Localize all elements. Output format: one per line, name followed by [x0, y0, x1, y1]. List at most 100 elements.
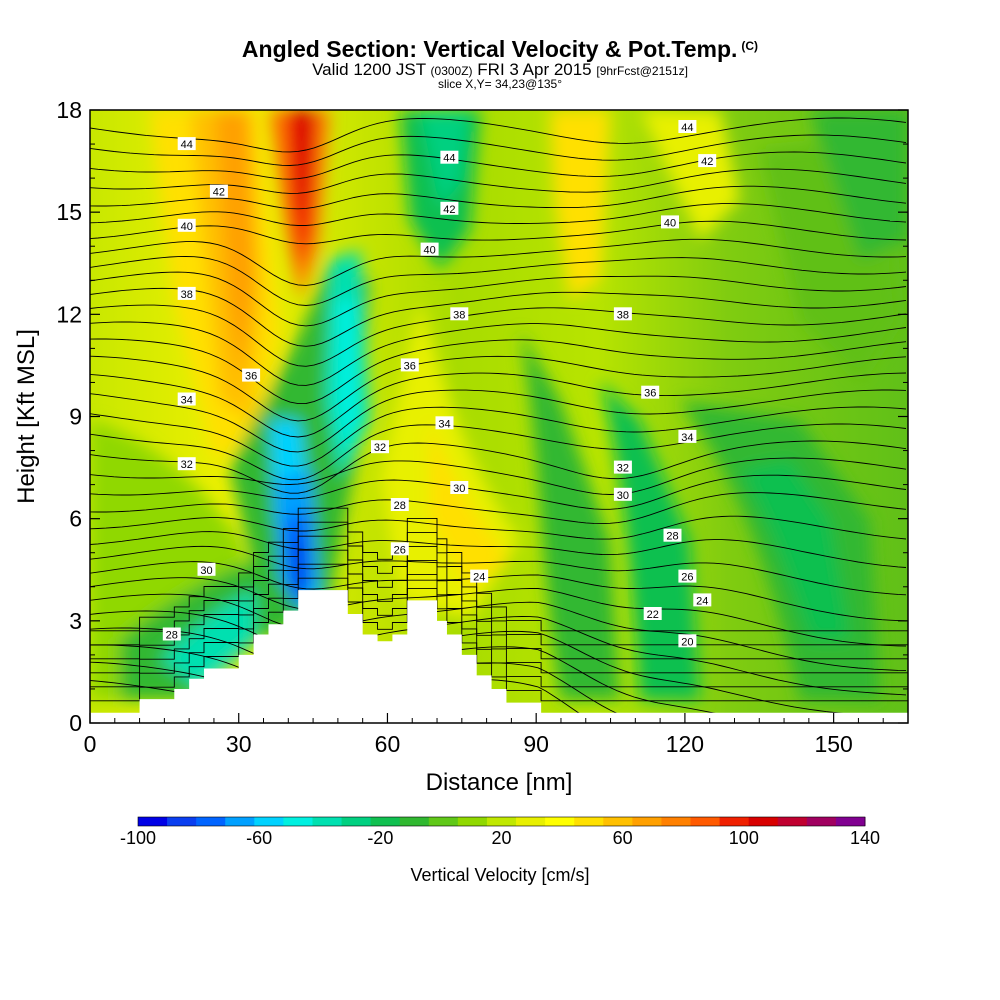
contour-label: 40 [420, 242, 439, 257]
colorbar-swatch [835, 817, 866, 826]
contour-label: 38 [450, 307, 469, 321]
x-tick-label: 0 [84, 731, 97, 757]
svg-text:42: 42 [701, 156, 713, 168]
isentrope-line [90, 355, 907, 422]
x-axis-label: Distance [nm] [426, 769, 573, 796]
colorbar-frame [137, 816, 866, 827]
isentrope-line-lower [90, 507, 908, 632]
isentrope-line-lower [90, 521, 908, 646]
terrain-mask [90, 590, 908, 723]
contour-label: 32 [613, 460, 632, 475]
contour-label: 36 [400, 358, 419, 372]
colorbar-swatch [428, 817, 459, 826]
colorbar-swatch [661, 817, 692, 826]
isentrope-line [90, 593, 907, 672]
svg-text:38: 38 [617, 309, 629, 321]
colorbar-swatch [777, 817, 808, 826]
svg-text:30: 30 [617, 490, 629, 502]
contour-label: 28 [162, 627, 181, 642]
isentrope-line [90, 610, 907, 696]
svg-text:44: 44 [443, 153, 455, 165]
svg-text:44: 44 [181, 139, 193, 151]
colorbar-swatch [690, 817, 721, 826]
contour-label: 40 [177, 218, 196, 233]
colorbar-swatch [370, 817, 401, 826]
isentrope-line [90, 117, 907, 153]
contour-label: 44 [440, 150, 459, 165]
contour-label: 26 [390, 542, 409, 556]
isentrope-line-lower [90, 535, 908, 660]
terrain-shape [90, 590, 908, 723]
x-tick-label: 30 [226, 731, 252, 757]
contour-label: 24 [470, 569, 489, 584]
isentrope-line [90, 287, 907, 347]
contour-label: 24 [693, 593, 712, 607]
isentrope-line [90, 220, 907, 245]
valid-time-line: Valid 1200 JST (0300Z) FRI 3 Apr 2015 [9… [0, 60, 1000, 80]
x-tick-label: 90 [523, 731, 549, 757]
svg-text:30: 30 [453, 483, 465, 495]
colorbar-tick-label: -60 [246, 828, 272, 848]
isentrope-line [90, 271, 907, 327]
isentrope-line [90, 238, 907, 286]
svg-text:36: 36 [404, 360, 416, 372]
x-tick-label: 120 [666, 731, 704, 757]
contour-label: 32 [177, 457, 196, 471]
isentrope-line-lower [90, 549, 908, 674]
colorbar-swatch [457, 817, 488, 826]
y-tick-label: 0 [69, 710, 82, 736]
colorbar: -100 -60 -20 20 60 100 140 Vertical Velocity [c… [120, 816, 880, 885]
contour-label: 20 [678, 634, 697, 648]
valid-zulu: (0300Z) [430, 64, 473, 78]
forecast-info: [9hrFcst@2151z] [596, 64, 688, 78]
svg-text:34: 34 [181, 395, 193, 407]
svg-text:38: 38 [181, 289, 193, 301]
isentrope-line [90, 577, 907, 647]
isentrope-line [90, 338, 907, 405]
colorbar-tick-label: 60 [613, 828, 633, 848]
svg-text:32: 32 [181, 459, 193, 471]
isentrope-line [90, 151, 907, 180]
contour-labels: 4442403836343230284442403836343230282624… [162, 120, 717, 648]
svg-text:44: 44 [681, 122, 693, 134]
svg-text:26: 26 [681, 572, 693, 584]
contour-label: 26 [678, 569, 697, 584]
svg-text:34: 34 [681, 432, 693, 444]
contour-label: 32 [371, 440, 389, 454]
y-tick-label: 18 [56, 97, 82, 123]
colorbar-tick-label: -100 [120, 828, 156, 848]
chart-title: Angled Section: Vertical Velocity & Pot.… [0, 36, 1000, 63]
x-tick-label: 60 [375, 731, 401, 757]
svg-text:28: 28 [166, 630, 178, 642]
colorbar-swatch [574, 817, 604, 826]
colorbar-swatch [719, 817, 750, 826]
isentrope-line [90, 185, 907, 210]
colorbar-swatch [254, 817, 284, 826]
contour-label: 22 [643, 607, 662, 621]
isentrope-line [90, 304, 907, 367]
contour-label: 30 [613, 487, 632, 502]
valid-date: FRI 3 Apr 2015 [477, 60, 592, 79]
svg-text:34: 34 [438, 418, 450, 430]
y-axis-label: Height [Kft MSL] [13, 329, 40, 504]
contour-label: 34 [678, 429, 697, 444]
colorbar-swatch [399, 817, 430, 826]
contour-label: 38 [177, 286, 196, 301]
isentrope-line [90, 545, 907, 596]
isentrope-line [90, 457, 907, 495]
svg-text:30: 30 [200, 565, 212, 577]
svg-text:22: 22 [647, 609, 659, 621]
isentrope-line [90, 531, 907, 568]
isentrope-line [90, 492, 907, 525]
svg-text:28: 28 [394, 500, 406, 512]
isentrope-line [90, 406, 907, 467]
y-tick-label: 9 [69, 404, 82, 430]
isentrope-line [90, 474, 907, 510]
isentrope-line [90, 423, 907, 481]
contour-label: 34 [435, 416, 454, 430]
isentrope-line [90, 203, 907, 226]
isentrope-line [90, 515, 907, 540]
svg-text:20: 20 [681, 636, 693, 648]
colorbar-swatch [167, 817, 197, 826]
